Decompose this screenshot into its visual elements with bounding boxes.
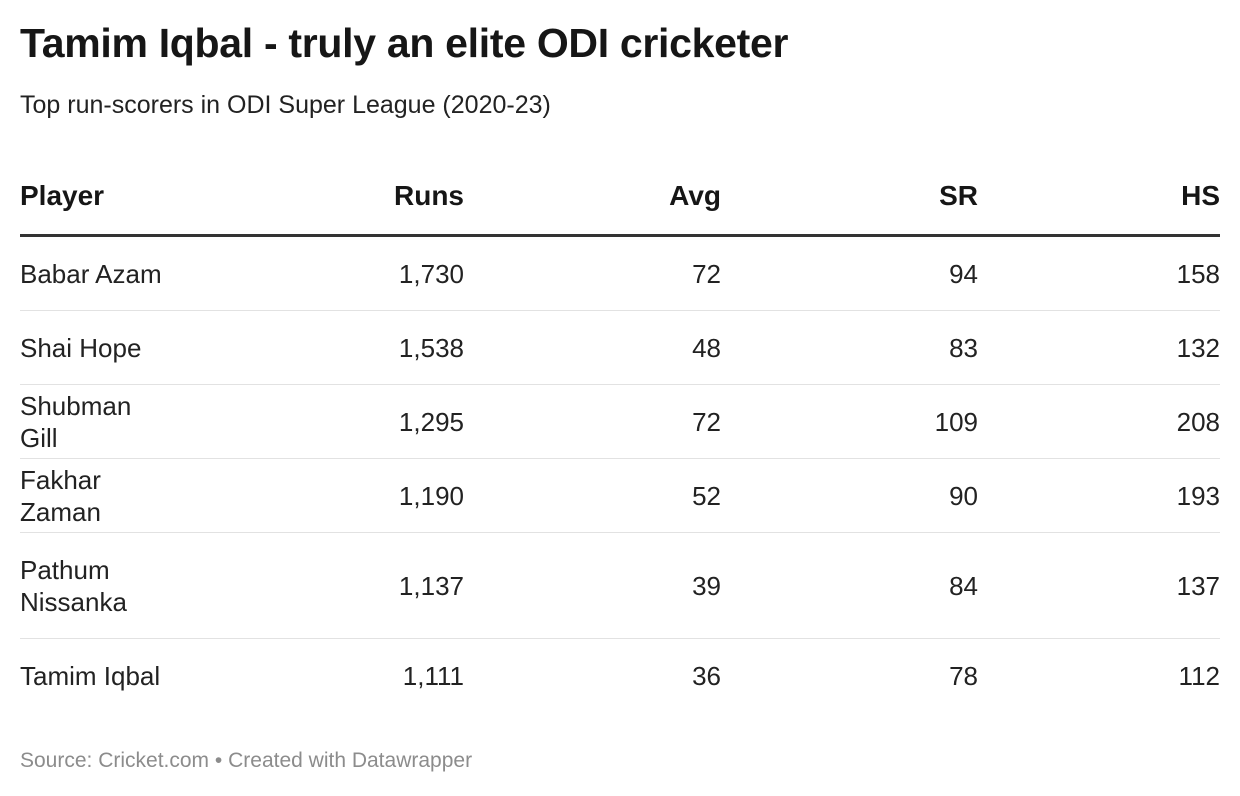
- chart-title: Tamim Iqbal - truly an elite ODI cricket…: [20, 20, 789, 66]
- table-row: Fakhar Zaman 1,190 52 90 193: [20, 458, 1220, 533]
- cell-runs: 1,137: [340, 532, 464, 639]
- table-row: Shubman Gill 1,295 72 109 208: [20, 384, 1220, 459]
- chart-subtitle: Top run-scorers in ODI Super League (202…: [20, 91, 551, 119]
- cell-sr: 84: [721, 532, 978, 639]
- cell-runs: 1,538: [340, 310, 464, 385]
- cell-sr: 78: [949, 661, 978, 691]
- cell-hs: 132: [978, 310, 1220, 385]
- cell-avg: 36: [692, 661, 721, 691]
- cell-sr: 90: [721, 458, 978, 533]
- cell-avg: 72: [464, 384, 721, 459]
- cell-avg: 72: [464, 235, 721, 311]
- cell-player: Pathum Nissanka: [20, 532, 340, 639]
- cell-hs: 208: [978, 384, 1220, 459]
- player-name: Babar Azam: [20, 258, 162, 289]
- stats-table: Player Runs Avg SR HS Babar Azam 1,730 7…: [20, 160, 1220, 713]
- player-name: Shai Hope: [20, 332, 142, 363]
- player-name: Fakhar Zaman: [20, 464, 101, 527]
- column-header-avg[interactable]: Avg: [464, 160, 721, 237]
- table-row: Tamim Iqbal 1,111 36 78 112: [20, 639, 1220, 714]
- cell-player: Fakhar Zaman: [20, 458, 340, 533]
- table-row: Babar Azam 1,730 72 94 158: [20, 235, 1220, 311]
- source-note: Source: Cricket.com: [20, 749, 210, 772]
- cell-hs: 112: [1178, 661, 1220, 691]
- cell-sr: 83: [721, 310, 978, 385]
- table-row: Shai Hope 1,538 48 83 132: [20, 310, 1220, 385]
- cell-hs: 137: [978, 532, 1220, 639]
- cell-runs: 1,111: [402, 661, 464, 691]
- table-header-row: Player Runs Avg SR HS: [20, 160, 1220, 237]
- cell-player: Tamim Iqbal: [20, 639, 340, 714]
- cell-player: Shubman Gill: [20, 384, 340, 459]
- table-row: Pathum Nissanka 1,137 39 84 137: [20, 532, 1220, 639]
- cell-hs: 158: [978, 235, 1220, 311]
- player-name: Pathum Nissanka: [20, 554, 127, 617]
- column-header-hs[interactable]: HS: [978, 160, 1220, 237]
- cell-avg: 48: [464, 310, 721, 385]
- cell-runs: 1,190: [340, 458, 464, 533]
- cell-player: Shai Hope: [20, 310, 340, 385]
- cell-sr: 109: [721, 384, 978, 459]
- cell-avg: 52: [464, 458, 721, 533]
- column-header-runs[interactable]: Runs: [340, 160, 464, 237]
- cell-sr: 94: [721, 235, 978, 311]
- column-header-sr[interactable]: SR: [721, 160, 978, 237]
- cell-runs: 1,295: [340, 384, 464, 459]
- chart-footer: Source: Cricket.com • Created with Dataw…: [20, 749, 472, 773]
- datawrapper-credit-link[interactable]: Created with Datawrapper: [228, 749, 473, 772]
- player-name: Tamim Iqbal: [20, 661, 161, 691]
- cell-avg: 39: [464, 532, 721, 639]
- footer-separator: •: [214, 749, 223, 772]
- cell-player: Babar Azam: [20, 235, 340, 311]
- player-name: Shubman Gill: [20, 390, 132, 453]
- cell-runs: 1,730: [340, 235, 464, 311]
- column-header-player[interactable]: Player: [20, 160, 340, 237]
- cell-hs: 193: [978, 458, 1220, 533]
